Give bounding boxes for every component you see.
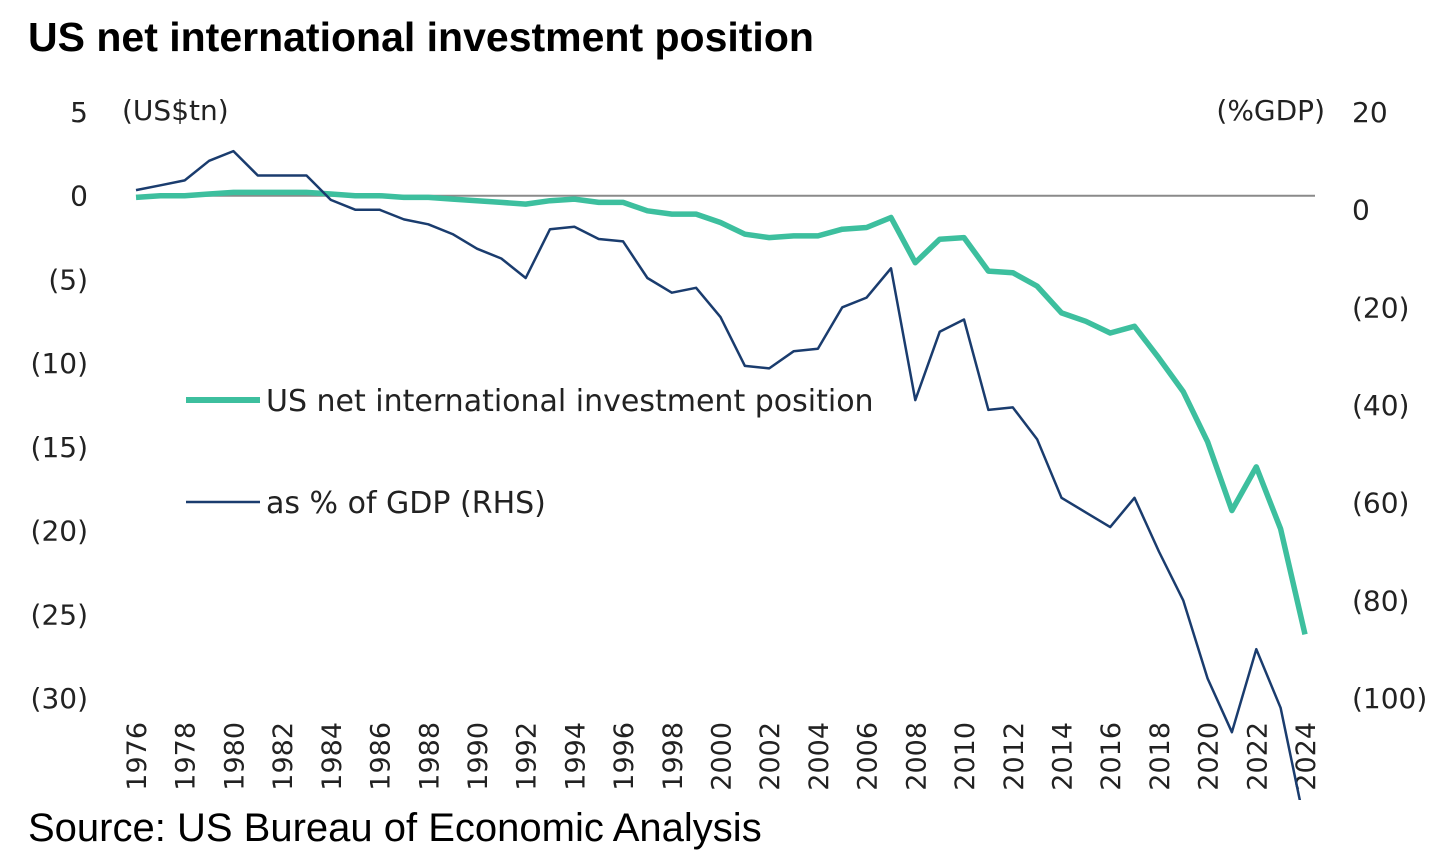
left-axis-tick-label: (20): [31, 515, 88, 548]
left-axis-tick-label: 5: [70, 96, 88, 129]
left-axis-tick-label: (25): [31, 598, 88, 631]
right-axis-tick-label: 0: [1352, 194, 1370, 227]
chart: 5 0 (5) (10) (15) (20) (25) (30) (US$tn) 20 0 (20) (…: [31, 94, 1427, 800]
x-axis-tick-label: 2002: [755, 722, 786, 791]
x-axis-tick-label: 1976: [122, 722, 153, 791]
x-axis-tick-label: 1996: [609, 722, 640, 791]
right-axis-tick-label: (40): [1352, 389, 1409, 422]
x-axis-tick-label: 1998: [658, 722, 689, 791]
x-axis-tick-label: 2006: [853, 722, 884, 791]
x-axis-tick-label: 2018: [1145, 722, 1176, 791]
x-axis-tick-label: 2010: [950, 722, 981, 791]
x-axis-tick-label: 2004: [804, 722, 835, 791]
series-line-niip: [135, 189, 1308, 636]
x-axis-tick-label: 1980: [219, 722, 250, 791]
x-axis-tick-label: 1986: [366, 722, 397, 791]
chart-title: US net international investment position: [28, 14, 814, 60]
left-axis-tick-label: (10): [31, 347, 88, 380]
x-axis-tick-label: 2000: [707, 722, 738, 791]
right-axis-tick-label: (60): [1352, 487, 1409, 520]
x-axis-tick-label: 1994: [560, 722, 591, 791]
x-axis-tick-label: 1982: [268, 722, 299, 791]
x-axis-tick-label: 2022: [1242, 722, 1273, 791]
right-axis-tick-label: (80): [1352, 584, 1409, 617]
legend-label-niip: US net international investment position: [266, 384, 874, 419]
right-axis-tick-label: (20): [1352, 291, 1409, 324]
legend-label-pct-gdp: as % of GDP (RHS): [266, 486, 546, 521]
x-axis-tick-label: 1992: [512, 722, 543, 791]
left-axis-tick-label: 0: [70, 180, 88, 213]
x-axis-tick-label: 2014: [1047, 722, 1078, 791]
x-axis-tick-label: 1984: [317, 722, 348, 791]
x-axis-tick-label: 1978: [171, 722, 202, 791]
left-axis-tick-label: (15): [31, 431, 88, 464]
source-note: Source: US Bureau of Economic Analysis: [28, 806, 762, 850]
x-axis-tick-label: 2012: [999, 722, 1030, 791]
x-axis-tick-label: 1988: [414, 722, 445, 791]
x-axis-tick-label: 2016: [1096, 722, 1127, 791]
series-line-pct-gdp: [135, 149, 1302, 800]
left-axis-tick-label: (30): [31, 682, 88, 715]
x-axis-tick-label: 1990: [463, 722, 494, 791]
x-axis-tick-label: 2008: [901, 722, 932, 791]
left-axis-unit-label: (US$tn): [122, 94, 229, 127]
x-axis-tick-label: 2020: [1194, 722, 1225, 791]
right-axis-tick-label: (100): [1352, 682, 1427, 715]
right-axis-unit-label: (%GDP): [1216, 94, 1325, 127]
left-axis-tick-label: (5): [48, 263, 88, 296]
right-axis-tick-label: 20: [1352, 96, 1388, 129]
